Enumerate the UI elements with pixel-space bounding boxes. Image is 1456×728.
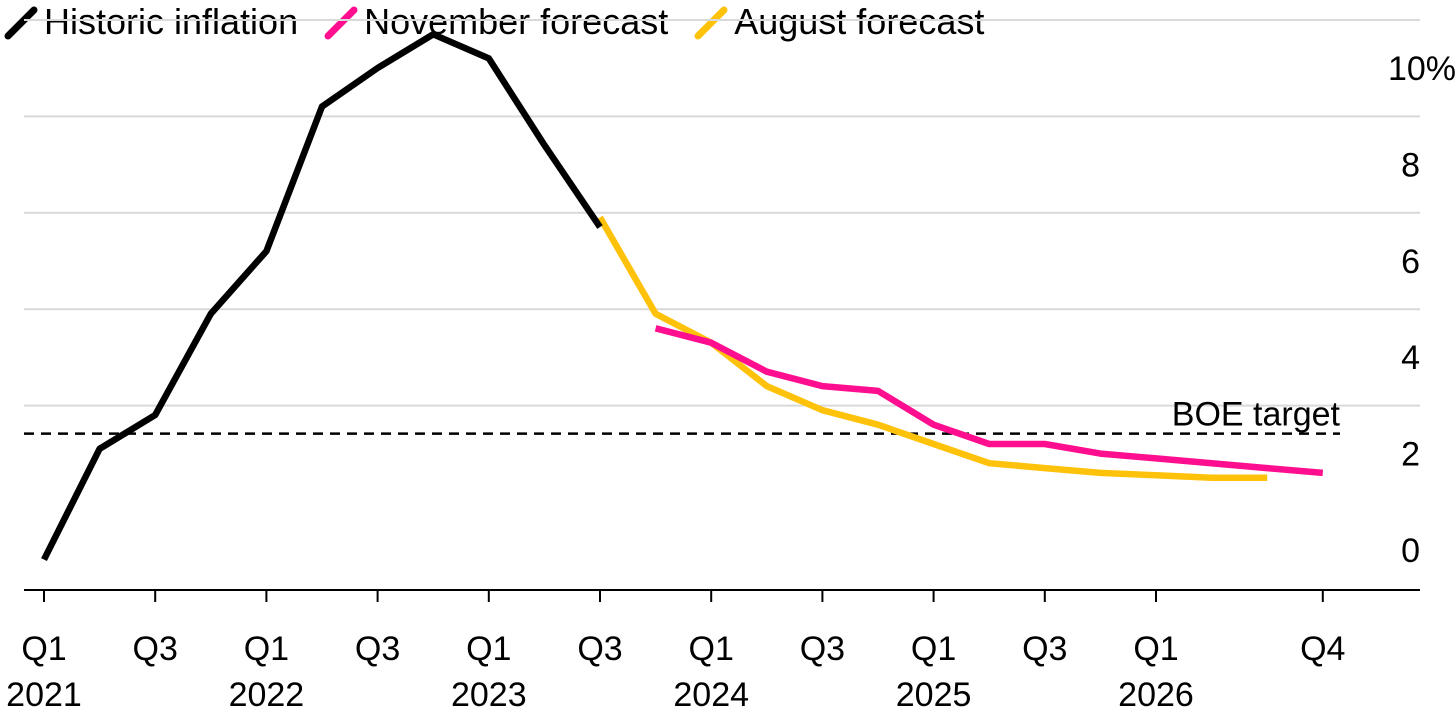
legend-swatch-icon — [694, 6, 728, 40]
y-tick-label: 2 — [1401, 436, 1420, 474]
x-tick-quarter-label: Q1 — [1133, 630, 1178, 668]
y-tick-label: 0 — [1401, 532, 1420, 570]
x-axis: Q1 2021 Q3 Q1 2022 Q3 Q1 2023 Q3 Q1 2024 Q3 Q1 2025 Q3… — [6, 589, 1420, 714]
x-tick-year-label: 2022 — [229, 676, 305, 714]
chart-legend: Historic inflation November forecast Augus… — [0, 0, 1006, 44]
legend-label: Historic inflation — [44, 1, 299, 42]
y-axis-labels: 0 2 4 6 8 10% — [1388, 50, 1456, 570]
x-tick-quarter-label: Q3 — [1022, 630, 1067, 668]
legend-item: November forecast — [320, 0, 668, 44]
legend-swatch-icon — [324, 6, 358, 40]
x-tick-quarter-label: Q3 — [800, 630, 845, 668]
legend-label: August forecast — [734, 1, 985, 42]
y-tick-label: 8 — [1401, 146, 1420, 184]
x-tick-quarter-label: Q4 — [1300, 630, 1345, 668]
legend-label: November forecast — [364, 1, 669, 42]
x-tick-year-label: 2025 — [896, 676, 972, 714]
x-tick-quarter-label: Q3 — [133, 630, 178, 668]
boe-target-line: BOE target — [24, 396, 1341, 435]
x-tick-quarter-label: Q1 — [244, 630, 289, 668]
x-tick-quarter-label: Q1 — [689, 630, 734, 668]
x-tick-quarter-label: Q1 — [21, 630, 66, 668]
x-tick-quarter-label: Q3 — [355, 630, 400, 668]
x-tick-year-label: 2026 — [1118, 676, 1194, 714]
legend-swatch-icon — [4, 6, 38, 40]
x-tick-year-label: 2023 — [451, 676, 527, 714]
y-tick-label: 10% — [1388, 50, 1456, 88]
gridlines — [24, 19, 1420, 407]
y-tick-label: 6 — [1401, 243, 1420, 281]
y-tick-label: 4 — [1401, 339, 1420, 377]
x-tick-year-label: 2024 — [673, 676, 749, 714]
x-tick-year-label: 2021 — [6, 676, 82, 714]
x-tick-quarter-label: Q1 — [466, 630, 511, 668]
series-line — [654, 325, 1324, 477]
boe-target-label: BOE target — [1172, 396, 1341, 434]
legend-item: Historic inflation — [0, 0, 298, 44]
x-tick-quarter-label: Q1 — [911, 630, 956, 668]
x-tick-quarter-label: Q3 — [577, 630, 622, 668]
series-line — [597, 215, 1268, 481]
legend-item: August forecast — [690, 0, 984, 44]
series-lines — [41, 31, 1324, 562]
series-line — [41, 31, 603, 562]
